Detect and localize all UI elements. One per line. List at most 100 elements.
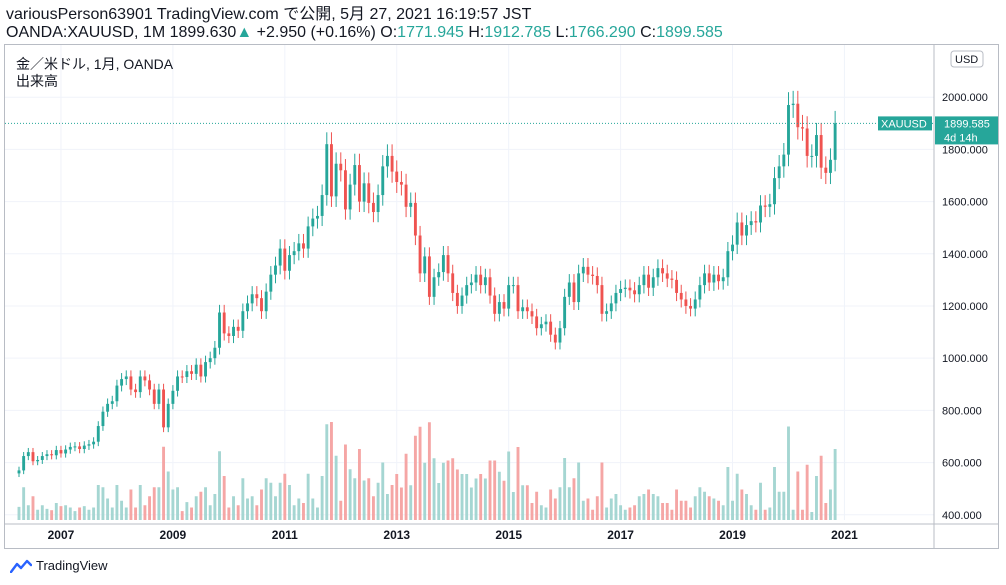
volume-bar bbox=[679, 500, 683, 520]
candle-body bbox=[236, 326, 240, 331]
candle-body bbox=[731, 244, 734, 252]
candle-body bbox=[777, 166, 781, 179]
volume-bar bbox=[185, 502, 189, 520]
volume-bar bbox=[661, 503, 665, 520]
volume-bar bbox=[577, 462, 581, 520]
candle-body bbox=[609, 303, 613, 312]
candle-body bbox=[166, 403, 170, 428]
volume-bar bbox=[190, 507, 193, 520]
candle-body bbox=[796, 103, 800, 128]
volume-bar bbox=[73, 511, 77, 520]
volume-bar bbox=[367, 478, 371, 520]
candle-body bbox=[595, 275, 599, 286]
close-label: C: bbox=[640, 24, 657, 41]
candle-body bbox=[101, 411, 105, 427]
high-value: 1912.785 bbox=[484, 24, 552, 41]
volume-bar bbox=[348, 469, 352, 520]
volume-bar bbox=[166, 471, 170, 520]
x-tick-label: 2017 bbox=[607, 528, 634, 542]
volume-bar bbox=[787, 426, 790, 520]
candle-body bbox=[474, 274, 478, 283]
candle-body bbox=[87, 444, 91, 446]
volume-bar bbox=[553, 498, 557, 520]
volume-bar bbox=[218, 451, 221, 520]
volume-bar bbox=[446, 460, 450, 520]
candle-body bbox=[791, 103, 795, 106]
candle-body bbox=[469, 282, 473, 286]
volume-bar bbox=[418, 426, 422, 520]
volume-bar bbox=[829, 489, 832, 520]
volume-bar bbox=[815, 476, 818, 520]
volume-bar bbox=[455, 469, 459, 520]
open-value: 1771.945 bbox=[397, 24, 464, 41]
volume-bar bbox=[493, 460, 497, 520]
volume-bar bbox=[535, 491, 539, 520]
volume-bar bbox=[656, 496, 660, 520]
candle-body bbox=[567, 282, 571, 297]
volume-bar bbox=[437, 483, 441, 520]
volume-bar bbox=[581, 500, 585, 520]
volume-bar bbox=[726, 467, 730, 520]
volume-bar bbox=[754, 509, 758, 520]
volume-bar bbox=[539, 505, 543, 520]
candle-body bbox=[465, 285, 469, 296]
volume-bar bbox=[92, 507, 96, 520]
volume-bar bbox=[292, 505, 296, 520]
tradingview-logo-icon bbox=[10, 559, 32, 573]
candle-body bbox=[59, 450, 63, 454]
candle-body bbox=[637, 285, 641, 295]
volume-bar bbox=[665, 503, 669, 520]
candle-body bbox=[521, 307, 525, 312]
candle-body bbox=[241, 311, 245, 331]
candle-body bbox=[726, 251, 730, 278]
volume-bar bbox=[152, 487, 156, 520]
candle-body bbox=[782, 154, 786, 167]
tradingview-logo[interactable]: TradingView bbox=[10, 558, 108, 573]
last-price: 1899.630 bbox=[169, 24, 237, 41]
volume-bar bbox=[801, 509, 804, 520]
volume-bar bbox=[264, 478, 268, 520]
volume-bar bbox=[600, 462, 604, 520]
volume-bar bbox=[483, 478, 487, 520]
candle-body bbox=[600, 285, 604, 314]
volume-bar bbox=[563, 458, 567, 520]
candle-body bbox=[628, 287, 632, 291]
symbol-tag bbox=[878, 116, 932, 131]
candle-body bbox=[488, 277, 492, 296]
volume-bar bbox=[749, 505, 753, 520]
volume-bar bbox=[777, 491, 781, 520]
candle-body bbox=[292, 251, 296, 256]
candle-body bbox=[395, 171, 399, 183]
volume-bar bbox=[339, 500, 343, 520]
candle-body bbox=[120, 379, 124, 386]
volume-bar bbox=[441, 462, 445, 520]
volume-bar bbox=[194, 496, 198, 520]
candle-body bbox=[278, 248, 282, 266]
y-tick-label: 1400.000 bbox=[942, 249, 988, 261]
y-tick-label: 1200.000 bbox=[942, 301, 988, 313]
volume-bar bbox=[567, 487, 571, 520]
price-change: +2.950 (+0.16%) bbox=[256, 24, 376, 41]
volume-bar bbox=[810, 512, 814, 520]
candle-body bbox=[810, 155, 814, 157]
x-tick-label: 2009 bbox=[160, 528, 187, 542]
volume-bar bbox=[460, 474, 464, 520]
candle-body bbox=[493, 295, 497, 314]
volume-bar bbox=[670, 509, 674, 520]
volume-bar bbox=[768, 507, 772, 520]
publish-info: variousPerson63901 TradingView.com で公開, … bbox=[6, 6, 532, 23]
volume-bar bbox=[320, 476, 324, 520]
candle-body bbox=[787, 105, 790, 155]
volume-bar bbox=[488, 460, 492, 520]
candle-body bbox=[693, 299, 697, 309]
candle-body bbox=[511, 285, 515, 287]
volume-bar bbox=[595, 496, 599, 520]
candle-body bbox=[213, 347, 217, 359]
volume-bar bbox=[465, 474, 469, 520]
volume-bar bbox=[376, 482, 380, 520]
volume-bar bbox=[782, 491, 786, 520]
volume-bar bbox=[451, 458, 455, 520]
candle-body bbox=[558, 328, 562, 343]
candle-body bbox=[525, 307, 529, 312]
